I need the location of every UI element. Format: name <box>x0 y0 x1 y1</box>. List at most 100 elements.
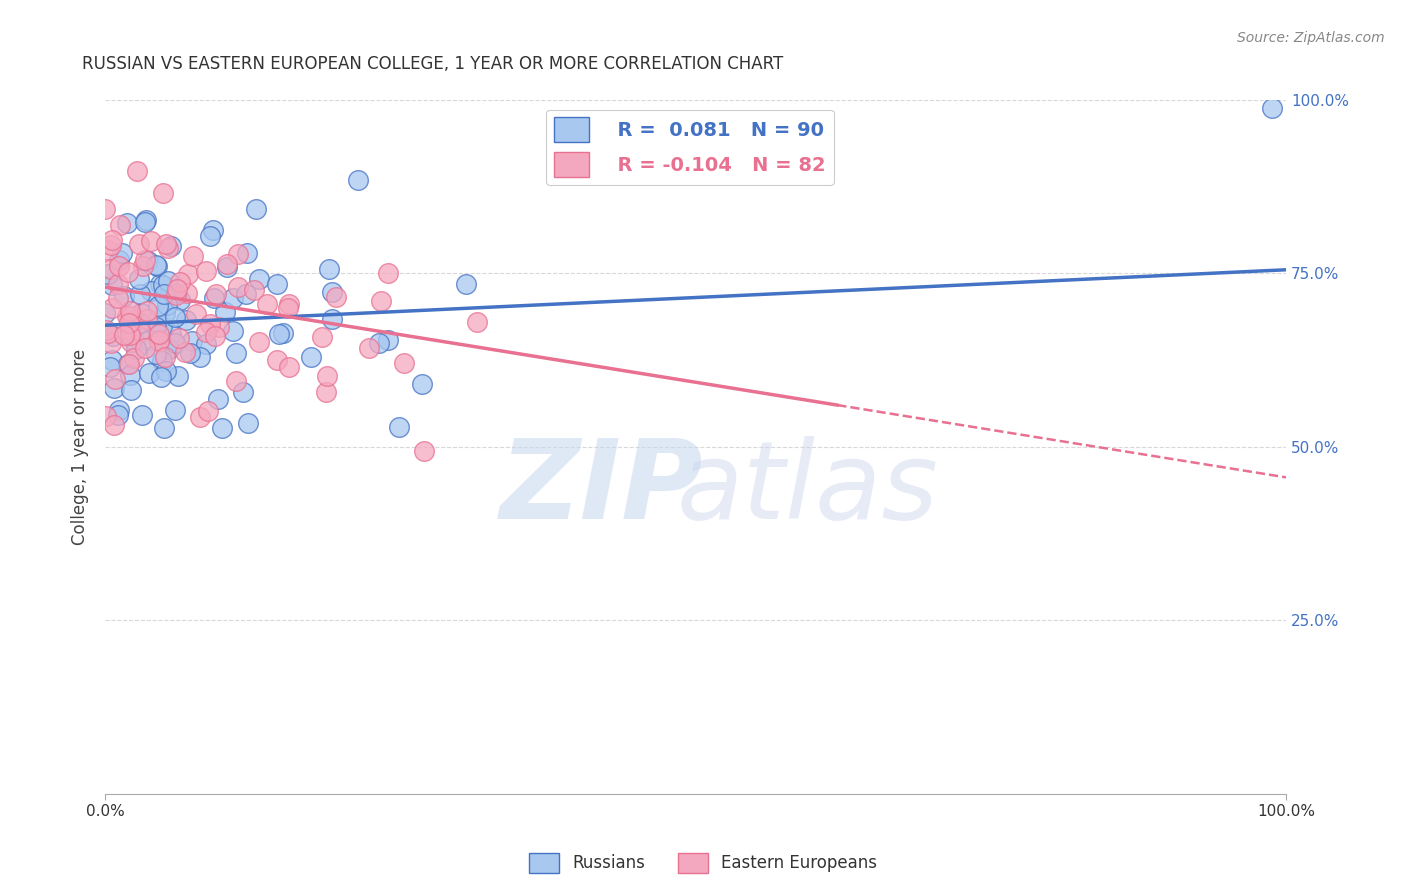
Point <box>388 419 411 434</box>
Point <box>202 291 225 305</box>
Point <box>266 353 288 368</box>
Point <box>377 267 399 281</box>
Point <box>145 320 167 334</box>
Point <box>321 285 343 299</box>
Point <box>153 350 176 364</box>
Point <box>165 288 187 302</box>
Point <box>107 291 129 305</box>
Point <box>128 237 150 252</box>
Point <box>157 343 180 357</box>
Point <box>1261 101 1284 115</box>
Point <box>100 262 122 277</box>
Y-axis label: College, 1 year or more: College, 1 year or more <box>72 349 89 545</box>
Text: ZIP: ZIP <box>499 434 703 541</box>
Point <box>150 318 173 333</box>
Point <box>204 286 226 301</box>
Point <box>136 304 159 318</box>
Point <box>101 233 124 247</box>
Point <box>108 218 131 232</box>
Point <box>195 336 218 351</box>
Point <box>94 409 117 424</box>
Point <box>157 274 180 288</box>
Point <box>108 253 131 268</box>
Point <box>94 202 117 216</box>
Point <box>315 385 337 400</box>
Point <box>149 277 172 292</box>
Point <box>94 323 117 337</box>
Point <box>148 326 170 341</box>
Point <box>269 326 291 341</box>
Point <box>247 335 270 350</box>
Point <box>118 357 141 371</box>
Point <box>159 238 181 252</box>
Point <box>153 421 176 435</box>
Point <box>211 421 233 435</box>
Point <box>107 402 129 417</box>
Point <box>311 330 333 344</box>
Point <box>165 286 187 301</box>
Point <box>100 335 122 350</box>
Point <box>117 357 139 371</box>
Point <box>146 259 169 273</box>
Point <box>115 216 138 230</box>
Point <box>225 375 247 389</box>
Point <box>153 306 176 320</box>
Point <box>228 280 250 294</box>
Point <box>197 403 219 417</box>
Point <box>412 444 434 458</box>
Point <box>318 261 340 276</box>
Point <box>150 370 173 384</box>
Point <box>134 215 156 229</box>
Point <box>136 254 159 268</box>
Point <box>128 272 150 286</box>
Point <box>174 313 197 327</box>
Point <box>103 381 125 395</box>
Point <box>101 329 124 343</box>
Point <box>245 202 267 216</box>
Point <box>152 277 174 292</box>
Point <box>174 344 197 359</box>
Text: RUSSIAN VS EASTERN EUROPEAN COLLEGE, 1 YEAR OR MORE CORRELATION CHART: RUSSIAN VS EASTERN EUROPEAN COLLEGE, 1 Y… <box>82 54 783 72</box>
Point <box>120 309 142 323</box>
Point <box>138 366 160 380</box>
Point <box>238 417 260 431</box>
Point <box>120 323 142 337</box>
Point <box>266 277 288 291</box>
Point <box>117 265 139 279</box>
Point <box>101 301 124 316</box>
Point <box>129 324 152 338</box>
Point <box>273 326 295 340</box>
Point <box>129 316 152 330</box>
Point <box>167 331 190 345</box>
Point <box>97 326 120 340</box>
Point <box>155 298 177 312</box>
Point <box>201 223 224 237</box>
Point <box>357 341 380 355</box>
Point <box>232 384 254 399</box>
Point <box>146 299 169 313</box>
Point <box>134 253 156 268</box>
Point <box>184 307 207 321</box>
Point <box>100 238 122 252</box>
Point <box>115 309 138 323</box>
Legend: Russians, Eastern Europeans: Russians, Eastern Europeans <box>522 847 884 880</box>
Legend:   R =  0.081   N = 90,   R = -0.104   N = 82: R = 0.081 N = 90, R = -0.104 N = 82 <box>546 110 834 185</box>
Point <box>167 369 190 384</box>
Text: atlas: atlas <box>676 436 939 541</box>
Point <box>180 334 202 349</box>
Point <box>169 275 191 289</box>
Point <box>370 294 392 309</box>
Point <box>277 301 299 315</box>
Point <box>411 376 433 391</box>
Point <box>120 334 142 349</box>
Point <box>226 246 249 260</box>
Point <box>155 364 177 378</box>
Point <box>377 333 399 347</box>
Point <box>222 324 245 338</box>
Point <box>122 351 145 365</box>
Point <box>195 264 218 278</box>
Point <box>321 312 343 326</box>
Point <box>98 359 121 374</box>
Point <box>155 237 177 252</box>
Point <box>325 290 347 304</box>
